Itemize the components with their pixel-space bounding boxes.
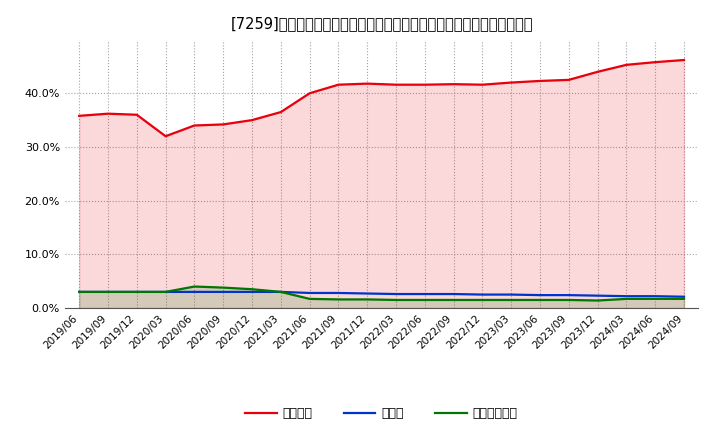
Legend: 自己資本, のれん, 繰延税金資産: 自己資本, のれん, 繰延税金資産 xyxy=(240,402,523,425)
のれん xyxy=(564,293,573,298)
繰延税金資産 xyxy=(219,285,228,290)
自己資本 xyxy=(507,80,516,85)
のれん xyxy=(392,291,400,297)
のれん xyxy=(161,289,170,294)
のれん xyxy=(276,289,285,294)
繰延税金資産 xyxy=(334,297,343,302)
Title: [7259]　自己資本、のれん、繰延税金資産の総資産に対する比率の推移: [7259] 自己資本、のれん、繰延税金資産の総資産に対する比率の推移 xyxy=(230,16,533,32)
繰延税金資産 xyxy=(161,289,170,294)
Line: 繰延税金資産: 繰延税金資産 xyxy=(79,286,684,301)
自己資本 xyxy=(449,81,458,87)
繰延税金資産 xyxy=(536,297,544,303)
自己資本 xyxy=(334,82,343,87)
のれん xyxy=(420,291,429,297)
繰延税金資産 xyxy=(75,289,84,294)
自己資本 xyxy=(651,59,660,65)
繰延税金資産 xyxy=(680,296,688,301)
自己資本 xyxy=(478,82,487,87)
自己資本 xyxy=(536,78,544,84)
自己資本 xyxy=(276,110,285,115)
自己資本 xyxy=(190,123,199,128)
のれん xyxy=(104,289,112,294)
Line: のれん: のれん xyxy=(79,292,684,297)
のれん xyxy=(334,290,343,296)
のれん xyxy=(593,293,602,298)
繰延税金資産 xyxy=(420,297,429,303)
自己資本 xyxy=(75,113,84,118)
繰延税金資産 xyxy=(564,297,573,303)
繰延税金資産 xyxy=(651,296,660,301)
自己資本 xyxy=(392,82,400,87)
のれん xyxy=(478,292,487,297)
繰延税金資産 xyxy=(363,297,372,302)
繰延税金資産 xyxy=(392,297,400,303)
自己資本 xyxy=(305,91,314,96)
Line: 自己資本: 自己資本 xyxy=(79,60,684,136)
自己資本 xyxy=(593,69,602,74)
のれん xyxy=(651,293,660,299)
のれん xyxy=(190,289,199,294)
繰延税金資産 xyxy=(478,297,487,303)
自己資本 xyxy=(248,117,256,123)
のれん xyxy=(219,289,228,294)
自己資本 xyxy=(161,134,170,139)
のれん xyxy=(507,292,516,297)
自己資本 xyxy=(564,77,573,82)
自己資本 xyxy=(622,62,631,67)
自己資本 xyxy=(132,112,141,117)
繰延税金資産 xyxy=(507,297,516,303)
自己資本 xyxy=(680,57,688,62)
繰延税金資産 xyxy=(248,286,256,292)
のれん xyxy=(449,291,458,297)
繰延税金資産 xyxy=(104,289,112,294)
自己資本 xyxy=(219,122,228,127)
繰延税金資産 xyxy=(593,298,602,303)
のれん xyxy=(536,293,544,298)
のれん xyxy=(622,293,631,299)
繰延税金資産 xyxy=(190,284,199,289)
のれん xyxy=(75,289,84,294)
のれん xyxy=(132,289,141,294)
繰延税金資産 xyxy=(276,289,285,294)
繰延税金資産 xyxy=(622,296,631,301)
繰延税金資産 xyxy=(449,297,458,303)
自己資本 xyxy=(420,82,429,87)
自己資本 xyxy=(363,81,372,86)
のれん xyxy=(248,289,256,294)
のれん xyxy=(305,290,314,296)
のれん xyxy=(680,294,688,299)
自己資本 xyxy=(104,111,112,116)
繰延税金資産 xyxy=(132,289,141,294)
繰延税金資産 xyxy=(305,296,314,301)
のれん xyxy=(363,291,372,296)
